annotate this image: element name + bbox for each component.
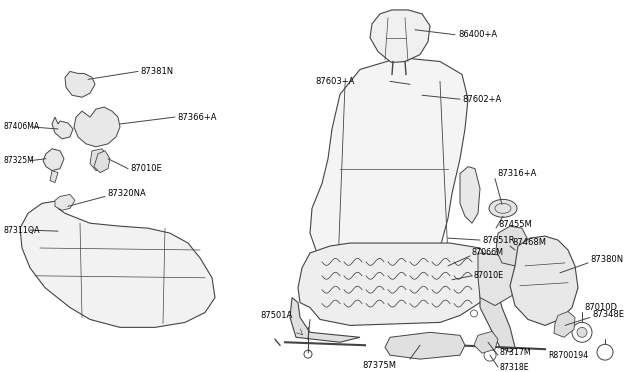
Polygon shape	[474, 331, 498, 353]
Text: 87325M: 87325M	[4, 156, 35, 165]
Polygon shape	[460, 167, 480, 223]
Text: 87651R: 87651R	[482, 235, 515, 244]
Text: 87317M: 87317M	[500, 348, 532, 357]
Ellipse shape	[408, 86, 416, 92]
Polygon shape	[554, 311, 575, 337]
Text: 87380N: 87380N	[590, 256, 623, 264]
Circle shape	[415, 90, 425, 100]
Polygon shape	[65, 71, 95, 97]
Text: 87455M: 87455M	[498, 220, 532, 229]
Polygon shape	[478, 253, 518, 305]
Circle shape	[410, 80, 420, 90]
Text: 87348E: 87348E	[592, 310, 624, 319]
Ellipse shape	[441, 261, 455, 271]
Text: 87320NA: 87320NA	[107, 189, 146, 198]
Polygon shape	[20, 201, 215, 327]
Ellipse shape	[402, 78, 410, 84]
Polygon shape	[90, 149, 108, 171]
Text: 87602+A: 87602+A	[462, 95, 501, 104]
Polygon shape	[510, 236, 578, 326]
Text: 87010E: 87010E	[474, 271, 504, 280]
Polygon shape	[50, 171, 58, 183]
Polygon shape	[480, 288, 515, 352]
Text: 87066M: 87066M	[472, 248, 504, 257]
Text: R8700194: R8700194	[548, 351, 588, 360]
Polygon shape	[43, 149, 64, 171]
Text: 87603+A: 87603+A	[315, 77, 355, 86]
Text: 87366+A: 87366+A	[177, 113, 216, 122]
Text: 87311QA: 87311QA	[4, 226, 40, 235]
Text: 87468M: 87468M	[512, 238, 546, 247]
Polygon shape	[52, 117, 73, 139]
Text: 87010E: 87010E	[130, 164, 162, 173]
Polygon shape	[290, 298, 360, 342]
Text: 87381N: 87381N	[140, 67, 173, 76]
Text: 87375M: 87375M	[362, 360, 396, 369]
Ellipse shape	[404, 94, 412, 100]
Polygon shape	[55, 195, 75, 210]
Text: 87316+A: 87316+A	[497, 169, 536, 178]
Polygon shape	[310, 58, 468, 276]
Text: 87406MA: 87406MA	[4, 122, 40, 131]
FancyBboxPatch shape	[55, 225, 69, 235]
Polygon shape	[94, 151, 110, 173]
Polygon shape	[74, 107, 120, 147]
Polygon shape	[496, 226, 528, 266]
Circle shape	[577, 327, 587, 337]
Text: 87010D: 87010D	[584, 303, 617, 312]
Circle shape	[91, 121, 103, 133]
Ellipse shape	[489, 199, 517, 217]
Polygon shape	[385, 332, 465, 359]
Text: 86400+A: 86400+A	[458, 30, 497, 39]
Polygon shape	[298, 243, 492, 326]
Polygon shape	[370, 10, 430, 62]
Text: 87318E: 87318E	[500, 363, 530, 372]
Text: 87501A: 87501A	[260, 311, 292, 320]
